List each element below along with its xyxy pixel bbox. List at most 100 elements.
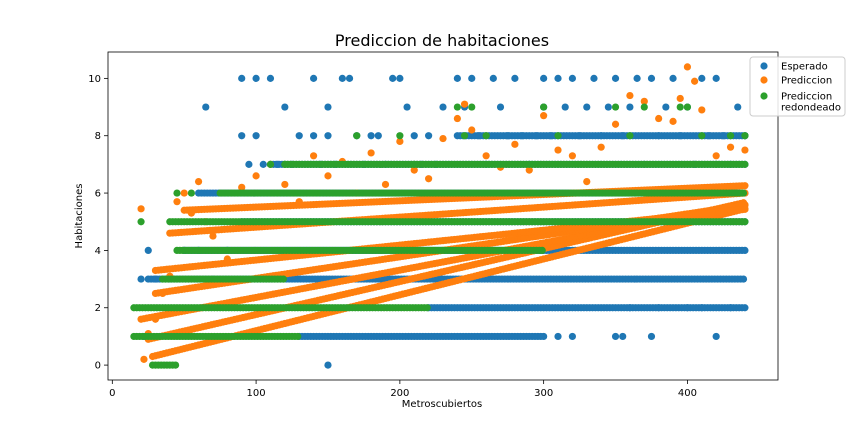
data-point (547, 132, 555, 140)
data-point (741, 205, 749, 213)
data-point (611, 103, 620, 111)
data-point (171, 361, 180, 369)
axes: 0 100 200 300 400 0 2 4 6 8 10 (88, 74, 697, 399)
data-point (295, 132, 303, 140)
data-point (252, 74, 260, 82)
data-point (683, 63, 692, 71)
data-point (662, 103, 670, 111)
data-point (540, 332, 548, 341)
data-point (439, 103, 447, 111)
data-point (511, 74, 519, 82)
data-point (453, 74, 461, 82)
data-point (281, 180, 289, 189)
data-point (741, 160, 749, 168)
x-tick-label: 200 (390, 388, 409, 399)
data-point (583, 103, 591, 111)
data-point (281, 160, 289, 168)
data-point (532, 132, 541, 140)
data-point (540, 74, 548, 82)
data-point (554, 332, 562, 341)
data-point (575, 132, 584, 140)
data-point (324, 103, 332, 111)
data-point (144, 246, 152, 255)
data-point (173, 198, 181, 206)
x-tick-label: 300 (534, 388, 553, 399)
data-point (367, 149, 375, 157)
series-2-band-2 (130, 304, 431, 312)
data-point (202, 103, 210, 111)
data-point (726, 132, 735, 140)
data-point (482, 132, 490, 140)
data-point (597, 143, 605, 151)
data-point (640, 97, 648, 105)
data-point (489, 74, 497, 82)
series-2-band-1 (130, 332, 302, 341)
data-point (590, 74, 598, 82)
data-point (647, 74, 656, 82)
legend-frame (749, 56, 846, 117)
data-point (619, 132, 627, 140)
data-point (460, 100, 469, 108)
data-point (310, 132, 318, 140)
data-point (367, 132, 375, 140)
data-point (209, 232, 217, 240)
series-2 (130, 103, 749, 369)
data-point (410, 132, 418, 140)
data-point (741, 182, 749, 190)
data-point (676, 132, 684, 140)
data-point (626, 304, 634, 312)
data-point (345, 74, 354, 82)
data-point (712, 160, 720, 168)
chart-title: Prediccion de habitaciones (335, 31, 549, 50)
legend-item-0: Esperado (760, 62, 828, 73)
x-tick-label: 400 (678, 388, 697, 399)
data-point (538, 246, 546, 255)
data-point (475, 132, 483, 140)
data-point (140, 355, 148, 363)
data-point (439, 134, 447, 143)
data-point (611, 332, 620, 341)
data-point (468, 103, 476, 111)
series-2-band-0 (148, 361, 180, 369)
data-point (568, 332, 576, 341)
data-point (712, 74, 720, 82)
data-point (712, 332, 720, 341)
data-point (504, 132, 512, 140)
x-tick-label: 0 (109, 388, 115, 399)
data-point (698, 74, 706, 82)
series-2-band-7 (281, 160, 749, 168)
data-point (453, 114, 461, 123)
data-point (683, 304, 692, 312)
data-point (381, 180, 390, 189)
data-point (640, 103, 648, 111)
data-point (338, 74, 346, 82)
data-point (712, 152, 720, 160)
data-point (324, 132, 332, 140)
data-point (726, 143, 735, 151)
data-point (583, 177, 591, 186)
data-point (187, 209, 195, 217)
data-point (137, 218, 145, 226)
data-point (245, 160, 253, 168)
data-point (611, 74, 620, 82)
data-point (626, 91, 634, 100)
data-point (561, 103, 569, 111)
x-axis-label: Metroscubiertos (402, 399, 482, 410)
legend-label: Esperado (781, 62, 828, 73)
data-point (396, 74, 404, 82)
data-point (266, 160, 275, 168)
data-point (698, 132, 706, 140)
data-point (633, 74, 641, 82)
data-point (726, 304, 735, 312)
data-point (324, 361, 332, 369)
data-point (410, 166, 418, 174)
data-point (741, 218, 749, 226)
y-axis-label: Habitaciones (74, 184, 85, 249)
data-point (324, 172, 332, 180)
series-2-band-3 (159, 275, 288, 283)
data-point (496, 103, 505, 111)
series-1-band-6 (180, 182, 749, 214)
data-point (669, 117, 677, 125)
data-point (252, 132, 260, 140)
